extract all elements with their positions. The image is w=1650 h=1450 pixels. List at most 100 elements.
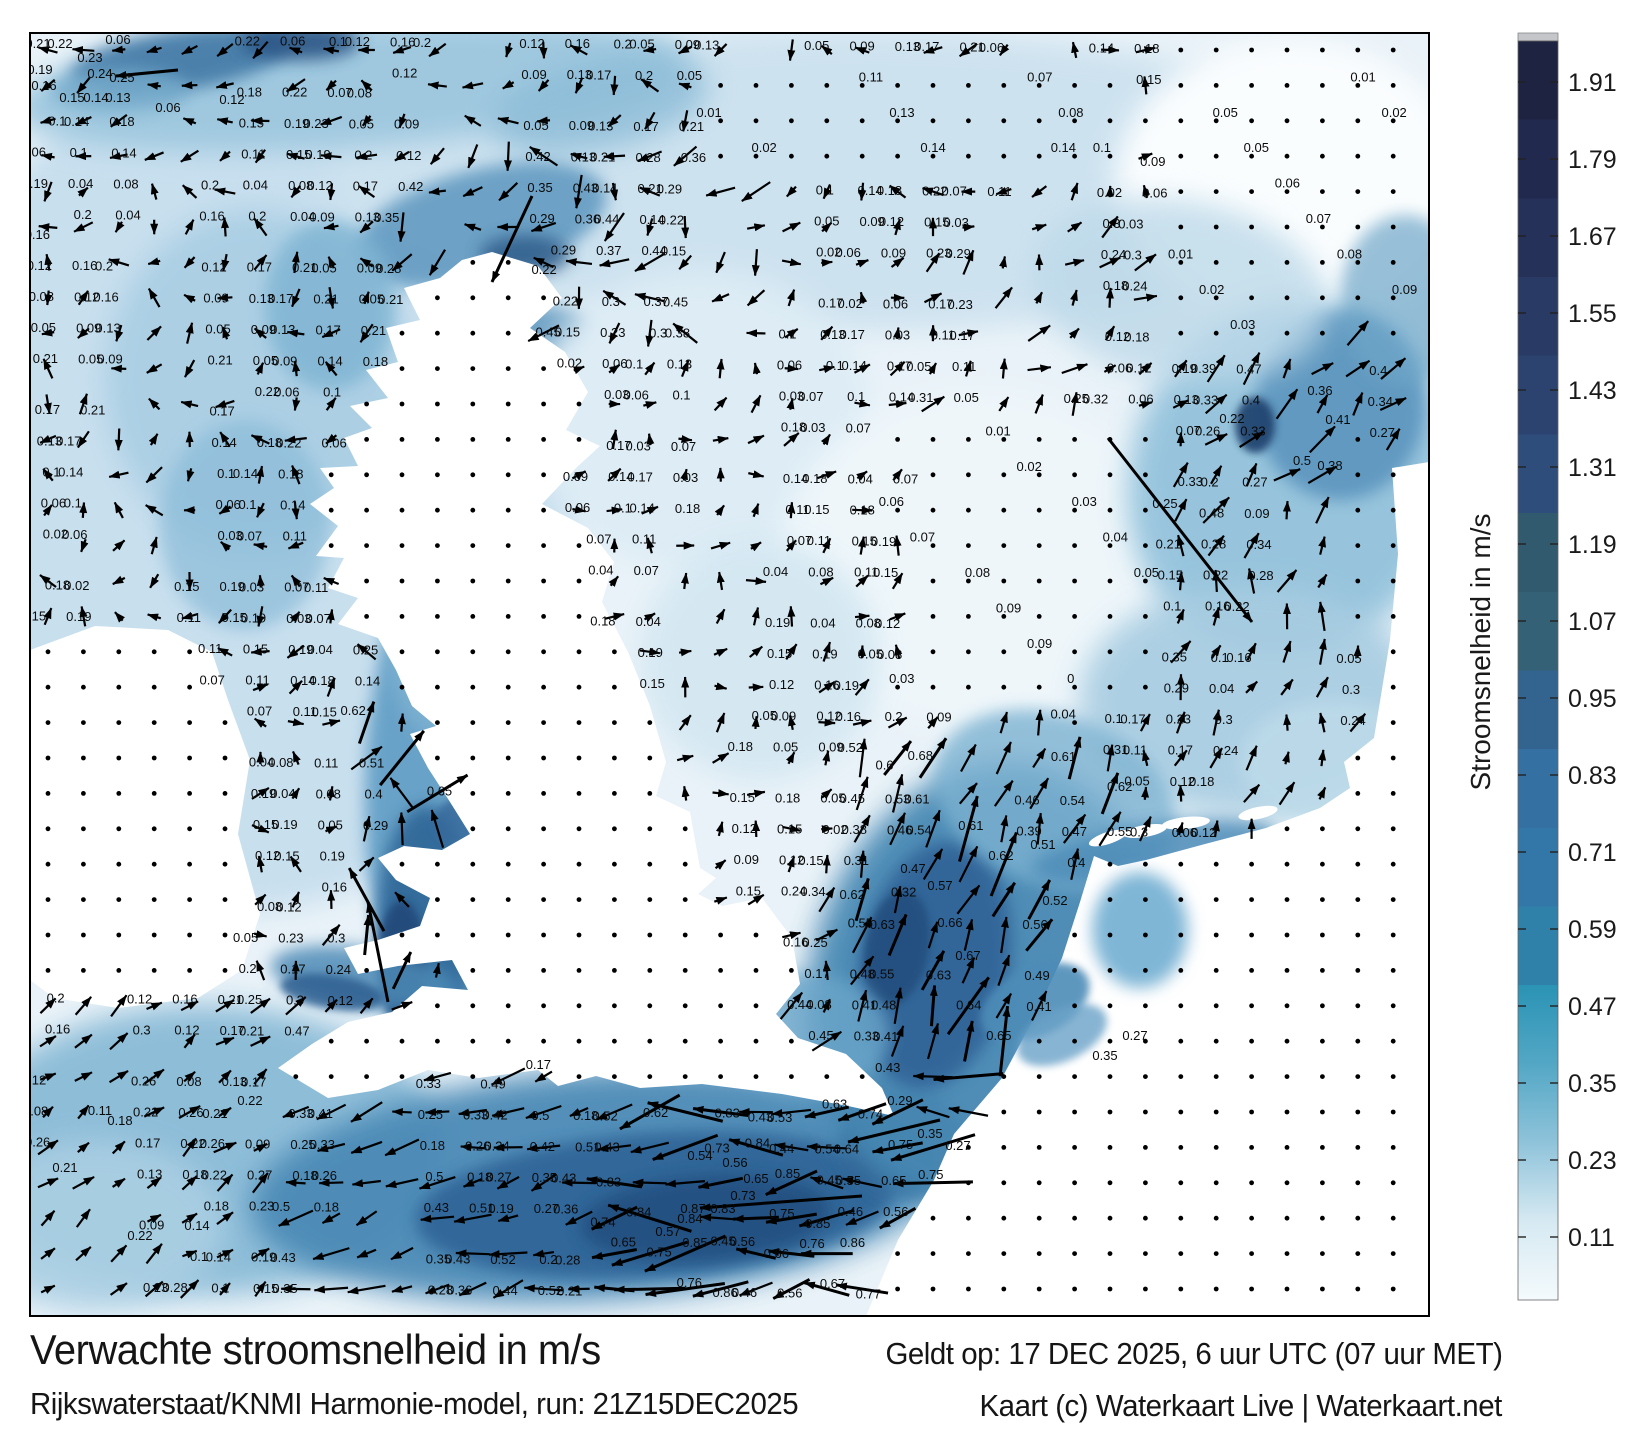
current-value: 0.1 <box>217 466 235 481</box>
current-arrow <box>1139 713 1151 732</box>
grid-dot <box>222 791 228 796</box>
current-arrow <box>397 713 406 732</box>
grid-dot <box>1390 507 1396 513</box>
current-arrow <box>678 254 693 270</box>
grid-dot <box>470 1038 476 1044</box>
current-arrow <box>251 824 270 834</box>
current-arrow <box>1206 354 1226 383</box>
current-value: 0.04 <box>636 614 661 629</box>
grid-dot <box>364 543 369 548</box>
current-value: 0.17 <box>220 1023 245 1038</box>
grid-dot <box>1249 1251 1254 1256</box>
grid-dot <box>470 543 476 548</box>
current-arrow <box>110 1244 128 1263</box>
current-arrow <box>1276 569 1298 593</box>
current-value: 0.18 <box>675 501 700 516</box>
current-arrow <box>922 848 944 880</box>
current-value: 0.51 <box>469 1200 494 1215</box>
current-arrow <box>291 251 300 274</box>
current-value: 0.03 <box>779 389 804 404</box>
current-value: 0.32 <box>1083 391 1108 406</box>
current-arrow <box>994 286 1013 309</box>
grid-dot <box>1001 153 1007 159</box>
current-arrow <box>735 1247 777 1260</box>
current-arrow <box>610 182 619 201</box>
current-value: 0.16 <box>814 677 839 692</box>
grid-dot <box>966 507 971 513</box>
current-value: 0.55 <box>836 1173 861 1188</box>
grid-dot <box>1320 1074 1325 1079</box>
current-value: 0.19 <box>765 615 790 630</box>
current-value: 0.45 <box>663 294 688 309</box>
current-arrow <box>181 184 198 199</box>
current-value: 0.09 <box>1027 636 1052 651</box>
current-value: 0.62 <box>1107 779 1132 794</box>
grid-dot <box>435 507 440 513</box>
grid-dot <box>1036 1109 1042 1115</box>
current-value: 0.17 <box>247 260 272 275</box>
current-value: 0.16 <box>45 1021 70 1036</box>
current-arrow <box>856 470 868 481</box>
grid-dot <box>1001 1074 1007 1079</box>
grid-dot <box>1107 968 1113 973</box>
current-arrow <box>523 1284 564 1293</box>
grid-dot <box>1249 260 1254 265</box>
current-value: 0.28 <box>1248 568 1273 583</box>
current-value: 0.07 <box>327 85 352 100</box>
grid-dot <box>1284 1145 1290 1150</box>
current-arrow <box>1275 388 1299 420</box>
current-value-sampled: 0.87 <box>680 1201 705 1216</box>
current-value: 0.48 <box>850 966 875 981</box>
current-value: 0.34 <box>484 1139 509 1154</box>
current-value: 0.19 <box>871 534 896 549</box>
grid-dot <box>541 968 546 973</box>
grid-dot <box>505 437 511 442</box>
current-arrow <box>692 1280 749 1298</box>
current-value: 0.02 <box>751 140 776 155</box>
current-value: 0.07 <box>200 672 225 687</box>
grid-dot <box>399 614 405 619</box>
current-value: 0.15 <box>873 565 898 580</box>
current-arrow <box>145 466 163 484</box>
colorbar-tick-label: 0.71 <box>1568 839 1617 867</box>
current-value: 0.43 <box>424 1200 449 1215</box>
current-arrow <box>389 777 415 810</box>
current-arrow <box>79 502 88 518</box>
current-value: 0.75 <box>888 1137 913 1152</box>
current-arrow <box>182 1137 197 1158</box>
grid-dot <box>682 1074 688 1079</box>
current-value: 0.37 <box>643 294 668 309</box>
grid-dot <box>789 968 794 973</box>
grid-dot <box>753 1003 759 1009</box>
grid-dot <box>1178 260 1184 265</box>
current-value: 0.43 <box>594 1140 619 1155</box>
current-arrow <box>317 1142 346 1153</box>
grid-dot <box>895 1286 900 1292</box>
current-value: 0.07 <box>1306 211 1331 226</box>
grid-dot <box>1390 755 1396 761</box>
current-value: 0.02 <box>1381 105 1406 120</box>
current-value: 0.29 <box>529 211 554 226</box>
current-value-sampled: 0.14 <box>83 90 108 105</box>
current-arrow <box>997 954 1011 987</box>
current-arrow <box>215 399 235 409</box>
current-value: 0.32 <box>891 885 916 900</box>
grid-dot <box>1355 295 1361 301</box>
current-value: 0.5 <box>531 1108 549 1123</box>
current-arrow <box>216 1211 234 1226</box>
current-value: 0.19 <box>23 176 48 191</box>
grid-dot <box>470 614 476 619</box>
grid-dot <box>1178 153 1184 159</box>
grid-dot <box>1072 720 1077 725</box>
grid-dot <box>505 366 511 371</box>
current-arrow <box>746 289 766 307</box>
current-arrow <box>488 1250 528 1259</box>
current-value: 0.08 <box>965 565 990 580</box>
current-value: 0.1 <box>1105 711 1123 726</box>
grid-dot <box>116 649 122 655</box>
grid-dot <box>1143 1215 1148 1221</box>
current-arrow <box>254 1281 267 1297</box>
current-arrow <box>842 1176 883 1189</box>
grid-dot <box>966 1286 971 1292</box>
current-value: 0.42 <box>482 1108 507 1123</box>
